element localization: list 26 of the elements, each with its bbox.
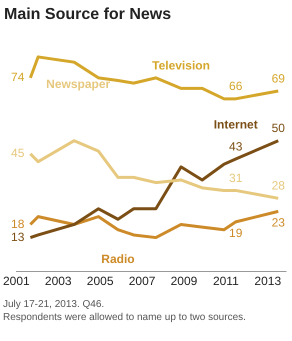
data-label: 66 [229,79,243,94]
data-label: 19 [229,226,243,240]
x-tick-label: 2011 [212,274,240,288]
series-label: Radio [101,252,135,266]
x-tick-label: 2009 [170,274,198,288]
x-tick-label: 2005 [86,274,114,288]
data-label: 28 [272,178,286,193]
data-label: 69 [272,71,286,86]
x-tick-label: 2001 [2,274,30,288]
text: Newspaper [46,77,111,92]
data-label: 18 [11,216,25,231]
chart-title: Main Source for News [3,5,172,25]
data-label: 31 [229,170,243,185]
x-tick-label: 2013 [254,274,282,288]
series-label: Television [152,58,210,73]
text: July 17-21, 2013. Q46. [3,298,106,311]
data-label: 43 [229,139,243,154]
data-label: 13 [11,230,25,244]
data-label: 50 [272,121,286,136]
data-label: 23 [272,216,286,230]
data-label: 45 [11,146,25,160]
x-tick-label: 2003 [44,274,72,288]
x-tick-label: 2007 [128,274,156,288]
series-label: Internet [214,117,258,132]
text: Respondents were allowed to name up to two sources. [3,311,247,324]
data-label: 74 [11,70,25,84]
